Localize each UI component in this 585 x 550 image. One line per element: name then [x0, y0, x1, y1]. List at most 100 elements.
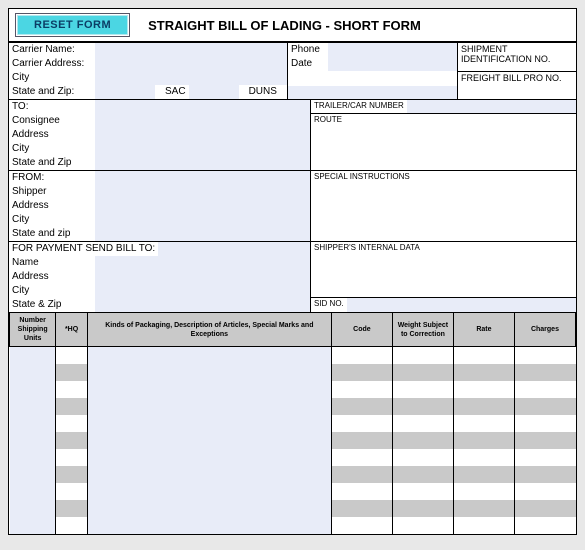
table-cell[interactable] — [392, 364, 453, 381]
table-cell[interactable] — [331, 517, 392, 534]
shipper-internal-input[interactable] — [311, 253, 576, 297]
table-cell[interactable] — [56, 364, 88, 381]
table-cell[interactable] — [514, 347, 575, 364]
table-cell[interactable] — [453, 517, 514, 534]
table-cell[interactable] — [56, 517, 88, 534]
table-cell[interactable] — [10, 381, 56, 398]
table-cell[interactable] — [56, 415, 88, 432]
table-cell[interactable] — [56, 466, 88, 483]
table-cell[interactable] — [331, 381, 392, 398]
table-cell[interactable] — [10, 466, 56, 483]
table-cell[interactable] — [87, 449, 331, 466]
table-cell[interactable] — [87, 432, 331, 449]
table-cell[interactable] — [453, 364, 514, 381]
table-cell[interactable] — [331, 364, 392, 381]
from-city-input[interactable] — [95, 213, 310, 227]
duns-input[interactable] — [288, 86, 457, 99]
pay-address-input[interactable] — [95, 270, 310, 284]
pay-statezip-input[interactable] — [95, 298, 310, 312]
to-input[interactable] — [95, 100, 310, 114]
table-cell[interactable] — [87, 364, 331, 381]
table-cell[interactable] — [514, 483, 575, 500]
table-cell[interactable] — [331, 415, 392, 432]
table-cell[interactable] — [87, 466, 331, 483]
from-address-input[interactable] — [95, 199, 310, 213]
table-cell[interactable] — [56, 381, 88, 398]
carrier-statezip-input[interactable] — [95, 85, 155, 99]
table-cell[interactable] — [10, 483, 56, 500]
table-cell[interactable] — [392, 381, 453, 398]
table-cell[interactable] — [331, 466, 392, 483]
table-cell[interactable] — [514, 432, 575, 449]
to-city-input[interactable] — [95, 142, 310, 156]
trailer-input[interactable] — [407, 100, 576, 113]
shipper-input[interactable] — [95, 185, 310, 199]
special-input[interactable] — [311, 182, 576, 241]
table-cell[interactable] — [87, 381, 331, 398]
table-cell[interactable] — [331, 347, 392, 364]
sid-input[interactable] — [347, 298, 576, 312]
table-cell[interactable] — [392, 483, 453, 500]
consignee-input[interactable] — [95, 114, 310, 128]
table-cell[interactable] — [514, 415, 575, 432]
table-cell[interactable] — [10, 415, 56, 432]
date-input[interactable] — [328, 57, 457, 71]
pay-name-input[interactable] — [95, 256, 310, 270]
pay-input[interactable] — [158, 242, 310, 256]
table-cell[interactable] — [514, 500, 575, 517]
table-cell[interactable] — [453, 432, 514, 449]
table-cell[interactable] — [10, 347, 56, 364]
route-input[interactable] — [311, 125, 576, 170]
table-cell[interactable] — [56, 449, 88, 466]
table-cell[interactable] — [514, 381, 575, 398]
table-cell[interactable] — [453, 449, 514, 466]
table-cell[interactable] — [87, 500, 331, 517]
table-cell[interactable] — [392, 347, 453, 364]
to-statezip-input[interactable] — [95, 156, 310, 170]
table-cell[interactable] — [10, 432, 56, 449]
table-cell[interactable] — [87, 398, 331, 415]
table-cell[interactable] — [392, 398, 453, 415]
table-cell[interactable] — [392, 449, 453, 466]
table-cell[interactable] — [392, 432, 453, 449]
table-cell[interactable] — [514, 466, 575, 483]
sac-input[interactable] — [189, 85, 239, 99]
pay-city-input[interactable] — [95, 284, 310, 298]
table-cell[interactable] — [392, 466, 453, 483]
table-cell[interactable] — [514, 364, 575, 381]
table-cell[interactable] — [87, 415, 331, 432]
table-cell[interactable] — [10, 517, 56, 534]
table-cell[interactable] — [331, 483, 392, 500]
table-cell[interactable] — [453, 415, 514, 432]
to-address-input[interactable] — [95, 128, 310, 142]
table-cell[interactable] — [331, 432, 392, 449]
table-cell[interactable] — [392, 517, 453, 534]
table-cell[interactable] — [56, 483, 88, 500]
table-cell[interactable] — [87, 517, 331, 534]
table-cell[interactable] — [56, 432, 88, 449]
from-statezip-input[interactable] — [95, 227, 310, 241]
table-cell[interactable] — [87, 483, 331, 500]
table-cell[interactable] — [56, 500, 88, 517]
table-cell[interactable] — [514, 398, 575, 415]
table-cell[interactable] — [331, 398, 392, 415]
carrier-address-input[interactable] — [95, 57, 287, 71]
table-cell[interactable] — [453, 466, 514, 483]
table-cell[interactable] — [56, 347, 88, 364]
table-cell[interactable] — [392, 415, 453, 432]
table-cell[interactable] — [56, 398, 88, 415]
table-cell[interactable] — [453, 483, 514, 500]
table-cell[interactable] — [87, 347, 331, 364]
table-cell[interactable] — [453, 347, 514, 364]
from-input[interactable] — [95, 171, 310, 185]
table-cell[interactable] — [10, 398, 56, 415]
reset-button[interactable]: RESET FORM — [17, 15, 128, 35]
table-cell[interactable] — [10, 500, 56, 517]
table-cell[interactable] — [514, 517, 575, 534]
carrier-name-input[interactable] — [95, 43, 287, 57]
table-cell[interactable] — [331, 449, 392, 466]
table-cell[interactable] — [10, 364, 56, 381]
table-cell[interactable] — [453, 381, 514, 398]
table-cell[interactable] — [331, 500, 392, 517]
table-cell[interactable] — [392, 500, 453, 517]
